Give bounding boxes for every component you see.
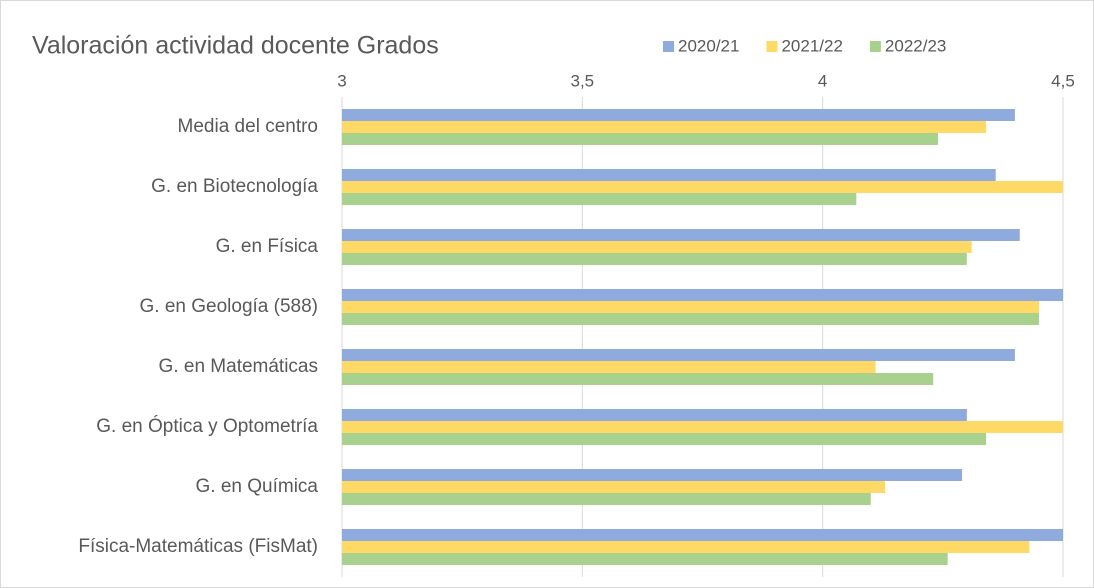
bar	[342, 229, 1020, 241]
bar	[342, 301, 1039, 313]
bar	[342, 541, 1030, 553]
bar	[342, 241, 972, 253]
legend-label: 2020/21	[678, 36, 739, 55]
bar	[342, 133, 939, 145]
bar	[342, 181, 1063, 193]
bar	[342, 433, 987, 445]
x-tick-label: 4,5	[1051, 71, 1075, 90]
y-tick-label: Física-Matemáticas (FisMat)	[78, 536, 318, 557]
x-tick-label: 4	[818, 71, 827, 90]
y-tick-label: G. en Física	[216, 236, 319, 257]
bar	[342, 349, 1015, 361]
bar	[342, 409, 967, 421]
bar	[342, 553, 948, 565]
bar	[342, 169, 996, 181]
legend-label: 2022/23	[885, 36, 946, 55]
y-tick-label: G. en Matemáticas	[159, 356, 318, 377]
bar	[342, 289, 1063, 301]
bar	[342, 193, 857, 205]
bar	[342, 373, 934, 385]
chart-title: Valoración actividad docente Grados	[32, 32, 439, 60]
y-tick-label: G. en Óptica y Optometría	[96, 415, 318, 437]
y-tick-label: G. en Biotecnología	[151, 176, 318, 197]
bar	[342, 481, 886, 493]
y-tick-label: G. en Química	[196, 476, 319, 497]
bar	[342, 493, 871, 505]
x-tick-label: 3,5	[571, 71, 595, 90]
bar	[342, 361, 876, 373]
y-tick-label: Media del centro	[178, 116, 318, 137]
legend-swatch	[663, 41, 674, 52]
bar	[342, 109, 1015, 121]
legend-label: 2021/22	[781, 36, 842, 55]
legend-swatch	[869, 41, 881, 52]
legend-swatch	[766, 41, 778, 52]
y-tick-label: G. en Geología (588)	[140, 296, 319, 317]
bar	[342, 529, 1063, 541]
bar	[342, 469, 963, 481]
bar	[342, 253, 967, 265]
bar	[342, 313, 1039, 325]
x-tick-label: 3	[337, 71, 346, 90]
bar	[342, 121, 987, 133]
bar	[342, 421, 1063, 433]
